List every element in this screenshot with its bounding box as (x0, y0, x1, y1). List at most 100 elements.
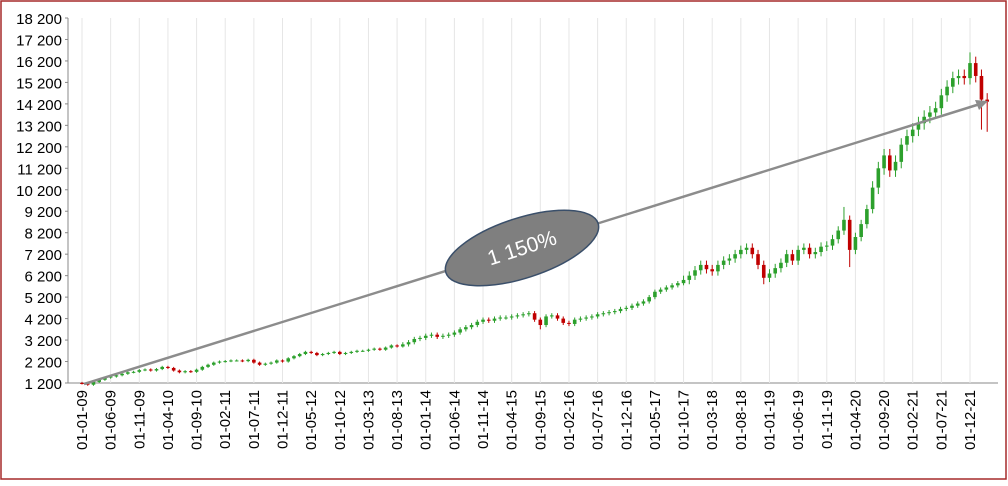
candle-body (618, 308, 623, 312)
candle-body (664, 287, 669, 290)
candle-body (292, 356, 296, 359)
candle-body (653, 291, 657, 298)
candle-body (263, 363, 268, 365)
candle-body (303, 351, 308, 355)
x-tick-label: 01-04-15 (504, 390, 521, 450)
candle-body (395, 345, 399, 347)
candle-body (148, 369, 153, 371)
candle-body (120, 373, 124, 376)
x-tick-label: 01-09-20 (876, 390, 893, 450)
candle-body (784, 254, 789, 263)
candle-body (865, 209, 869, 225)
candle-body (956, 75, 961, 79)
candle-body (830, 239, 835, 246)
candle-body (641, 301, 646, 304)
x-tick-label: 01-06-19 (790, 390, 807, 450)
y-tick-label: 11 200 (17, 161, 62, 178)
x-tick-label: 01-05-17 (647, 390, 664, 450)
candle-body (973, 63, 978, 76)
candle-body (744, 247, 749, 250)
candle-body (429, 334, 434, 336)
candle-body (464, 327, 468, 330)
candle-body (945, 86, 949, 96)
candle-body (343, 352, 348, 355)
x-tick-label: 01-09-10 (189, 390, 206, 450)
candle-body (509, 316, 514, 318)
candle-body (280, 360, 285, 362)
candle-body (613, 311, 617, 313)
candle-body (601, 313, 606, 315)
candle-body (584, 317, 588, 319)
x-tick-label: 01-06-09 (103, 390, 120, 450)
candle-body (355, 350, 359, 352)
y-tick-label: 14 200 (16, 97, 62, 114)
candle-body (383, 347, 388, 350)
y-tick-label: 1 200 (24, 376, 62, 393)
candle-body (183, 371, 187, 373)
candle-body (807, 247, 812, 255)
candle-body (630, 305, 634, 308)
candle-body (739, 249, 743, 255)
candle-body (922, 116, 926, 124)
candle-body (985, 99, 989, 102)
candle-body (607, 312, 611, 314)
y-tick-label: 6 200 (24, 269, 62, 286)
x-tick-label: 01-09-15 (532, 390, 549, 450)
x-tick-label: 01-11-19 (819, 390, 836, 449)
candle-body (378, 348, 382, 350)
candle-body (320, 354, 325, 356)
candle-body (143, 369, 147, 371)
candle-body (968, 63, 972, 79)
candle-body (481, 319, 485, 322)
candle-body (521, 314, 525, 316)
x-tick-label: 01-02-11 (217, 390, 234, 449)
y-tick-label: 15 200 (16, 75, 62, 92)
candle-body (687, 275, 692, 280)
candle-body (567, 322, 571, 324)
candle-body (315, 352, 319, 356)
y-tick-label: 5 200 (24, 290, 62, 307)
candle-body (423, 335, 428, 338)
candle-body (171, 367, 176, 371)
candle-body (217, 361, 222, 363)
y-tick-label: 7 200 (24, 247, 62, 264)
candle-body (257, 362, 262, 365)
candle-body (452, 332, 457, 335)
candle-body (658, 289, 663, 292)
y-tick-label: 12 200 (16, 140, 62, 157)
candle-body (360, 350, 365, 352)
candle-body (790, 254, 795, 261)
candle-body (538, 319, 543, 326)
candle-body (549, 315, 554, 317)
candle-body (486, 319, 491, 321)
candle-body (635, 303, 640, 306)
candle-body (498, 317, 503, 319)
x-tick-label: 01-03-13 (360, 390, 377, 450)
x-tick-label: 01-10-17 (676, 390, 693, 450)
candle-body (412, 338, 417, 343)
candle-body (962, 75, 967, 79)
x-tick-label: 01-04-20 (847, 390, 864, 450)
candle-body (796, 249, 800, 261)
x-tick-label: 01-10-12 (332, 390, 349, 450)
y-tick-label: 3 200 (24, 333, 62, 350)
candle-body (166, 366, 170, 368)
candle-body (446, 334, 451, 336)
candle-body (624, 307, 629, 309)
x-tick-label: 01-01-09 (74, 390, 91, 450)
candle-body (246, 359, 250, 362)
candle-body (916, 123, 921, 130)
annotation-group: 1 150% (444, 209, 600, 287)
candle-body (532, 313, 537, 320)
candle-body (899, 144, 904, 162)
y-tick-label: 13 200 (16, 118, 62, 135)
x-tick-label: 01-12-16 (618, 390, 635, 450)
candle-body (177, 370, 182, 373)
candle-body (756, 254, 760, 265)
candle-body (893, 161, 898, 171)
candle-body (234, 360, 239, 362)
candle-body (406, 342, 411, 345)
candle-body (211, 362, 216, 365)
candle-body (572, 319, 577, 324)
